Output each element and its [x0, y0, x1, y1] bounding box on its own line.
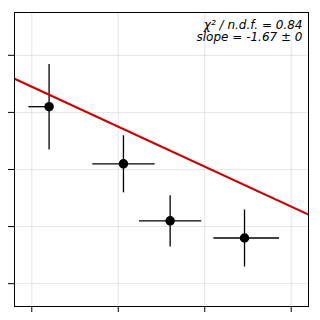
- svg-text:χ² / n.d.f. = 0.84slope = -1.6: χ² / n.d.f. = 0.84slope = -1.67 ± 0: [197, 18, 303, 44]
